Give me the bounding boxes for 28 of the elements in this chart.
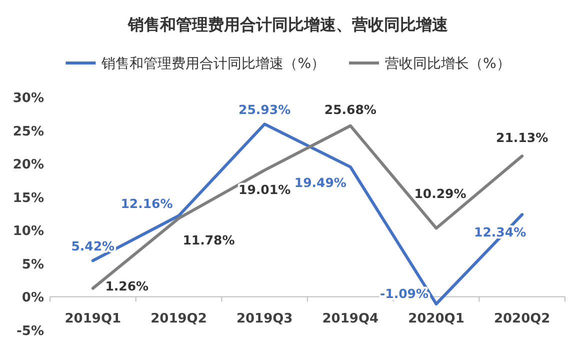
data-label: 10.29% xyxy=(414,186,467,202)
data-label: 19.01% xyxy=(238,182,292,198)
y-tick-label: 25% xyxy=(12,124,44,140)
data-label: 25.68% xyxy=(324,102,377,117)
y-tick-label: 0% xyxy=(22,290,44,306)
legend-label: 营收同比增长（%） xyxy=(385,56,510,72)
x-tick-label: 2019Q2 xyxy=(150,312,207,327)
data-label: 21.13% xyxy=(496,130,549,146)
data-label: 12.16% xyxy=(120,196,174,211)
data-label: -1.09% xyxy=(380,286,429,301)
x-tick-label: 2020Q1 xyxy=(408,312,464,327)
y-tick-label: 30% xyxy=(12,91,44,106)
data-label: 19.49% xyxy=(294,174,347,190)
data-label: 1.26% xyxy=(105,278,150,294)
x-tick-label: 2019Q3 xyxy=(236,312,293,327)
y-tick-label: 15% xyxy=(12,190,44,206)
x-tick-label: 2019Q4 xyxy=(322,312,379,327)
legend-label: 销售和管理费用合计同比增速（%） xyxy=(100,56,325,72)
x-tick-label: 2019Q1 xyxy=(64,312,122,327)
x-tick-label: 2020Q2 xyxy=(494,312,550,327)
data-label: 25.93% xyxy=(238,102,292,118)
data-label: 11.78% xyxy=(182,232,236,248)
chart-title: 销售和管理费用合计同比增速、营收同比增速 xyxy=(127,15,449,34)
y-tick-label: 10% xyxy=(12,224,44,240)
y-tick-label: 20% xyxy=(12,158,44,173)
y-tick-label: -5% xyxy=(16,324,44,339)
y-tick-label: 5% xyxy=(22,257,44,272)
data-label: 5.42% xyxy=(71,238,116,254)
